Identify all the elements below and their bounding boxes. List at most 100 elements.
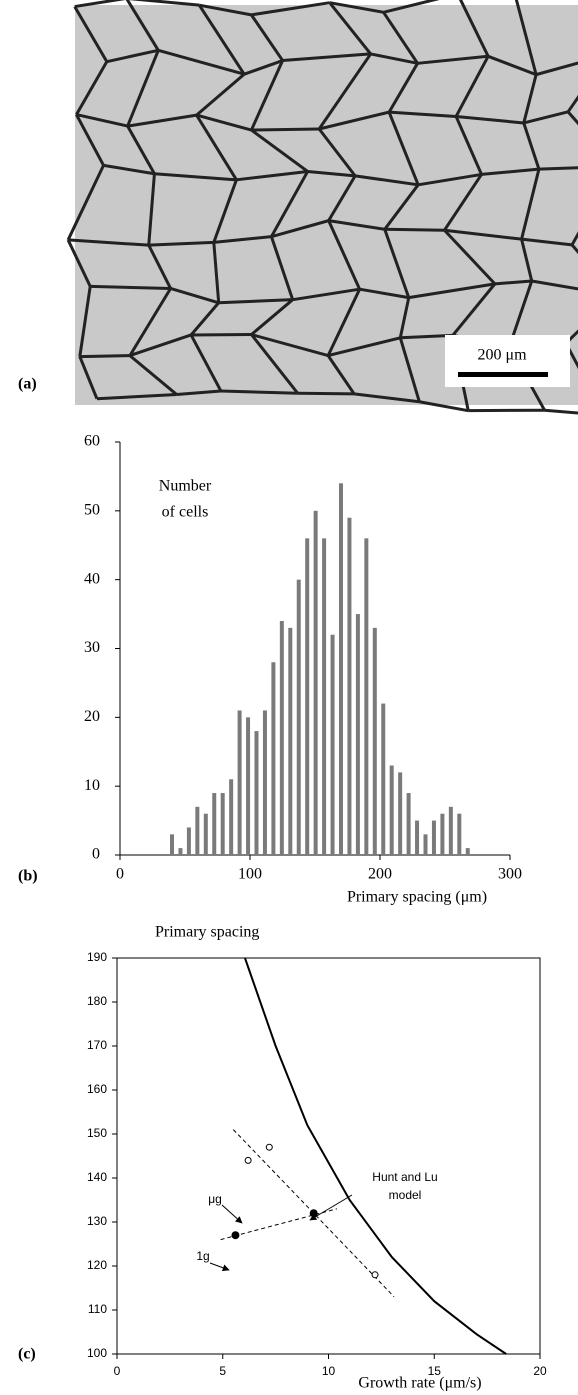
cell-boundary: [520, 168, 541, 240]
cell-boundary: [106, 48, 159, 64]
bar: [170, 834, 174, 855]
cell-boundary: [566, 110, 578, 126]
y-tick-label: 20: [84, 708, 100, 725]
cell-boundary: [270, 170, 309, 238]
x-tick-label: 5: [219, 1364, 226, 1378]
point: [371, 1271, 379, 1279]
cell-boundary: [522, 122, 541, 170]
y-tick-label: 180: [87, 994, 107, 1008]
cell-boundary: [282, 52, 371, 63]
bar: [457, 813, 462, 855]
cell-boundary: [328, 219, 385, 231]
cell-boundary: [566, 94, 578, 113]
bar: [271, 662, 276, 855]
bar: [279, 620, 284, 855]
y-tick-label: 160: [87, 1082, 107, 1096]
cell-boundary: [212, 242, 221, 303]
cell-boundary: [213, 235, 272, 244]
x-tick-label: 10: [322, 1364, 336, 1378]
cell-boundary: [195, 73, 246, 117]
cell-boundary: [417, 172, 482, 187]
cell-boundary: [74, 0, 126, 9]
cell-boundary: [250, 333, 299, 395]
bar: [448, 806, 453, 855]
cell-boundary: [297, 391, 355, 396]
cell-boundary: [544, 408, 578, 415]
cell-boundary: [148, 240, 214, 247]
bar: [347, 517, 352, 855]
bar: [389, 765, 394, 855]
cell-boundary: [126, 49, 160, 127]
cell-boundary: [189, 334, 223, 392]
bar: [254, 731, 259, 855]
bar: [406, 793, 411, 855]
cell-boundary: [535, 61, 578, 77]
point: [231, 1231, 240, 1240]
cell-boundary: [66, 164, 105, 241]
cell-boundary: [317, 128, 357, 177]
cell-boundary: [523, 110, 569, 125]
cell-boundary: [96, 393, 177, 401]
cell-boundary: [220, 389, 298, 395]
y-tick-label: 110: [88, 1302, 107, 1316]
point: [309, 1209, 318, 1218]
bar: [237, 710, 242, 855]
cell-boundary: [196, 113, 252, 132]
y-tick-label: 140: [87, 1170, 107, 1184]
cell-boundary: [522, 74, 538, 124]
annotation: of cells: [162, 504, 209, 521]
point: [244, 1156, 252, 1164]
cell-boundary: [443, 173, 483, 232]
panel-label: (b): [18, 868, 38, 885]
bar: [186, 827, 191, 855]
bar: [440, 813, 445, 855]
cell-boundary: [189, 301, 220, 336]
panel-label: (c): [18, 1346, 36, 1363]
cell-boundary: [387, 111, 420, 186]
cell-boundary: [317, 53, 372, 130]
bar: [203, 813, 208, 855]
cell-boundary: [353, 392, 420, 404]
bar: [322, 538, 327, 855]
y-tick-label: 10: [84, 777, 100, 794]
annotation: model: [389, 1188, 422, 1202]
cell-boundary: [454, 115, 483, 176]
cell-boundary: [125, 0, 160, 52]
cell-boundary: [444, 228, 522, 241]
plot-frame: [116, 957, 541, 1355]
cell-boundary: [458, 0, 490, 57]
bar: [212, 793, 217, 855]
cell-boundary: [212, 179, 238, 243]
cell-boundary: [389, 110, 457, 118]
annotation: Number: [159, 478, 212, 495]
cell-boundary: [250, 59, 284, 131]
y-tick-label: 100: [87, 1346, 107, 1360]
bar: [381, 703, 386, 855]
cell-boundary: [387, 62, 419, 113]
cell-boundary: [398, 297, 411, 339]
cell-boundary: [250, 14, 284, 62]
annotation: Hunt and Lu: [372, 1170, 437, 1184]
cell-boundary: [292, 287, 360, 302]
cell-boundary: [384, 227, 445, 232]
cell-boundary: [514, 0, 538, 76]
cell-boundary: [564, 342, 578, 370]
bar: [431, 820, 436, 855]
cell-boundary: [487, 54, 537, 77]
bar: [465, 848, 470, 855]
chart-title: Primary spacing: [155, 924, 259, 941]
cell-boundary: [382, 11, 419, 65]
cell-boundary: [383, 228, 411, 299]
cell-boundary: [195, 114, 238, 181]
x-axis-label: Primary spacing (μm): [347, 889, 487, 906]
cell-boundary: [176, 389, 222, 397]
y-tick-label: 150: [87, 1126, 107, 1140]
cell-boundary: [66, 239, 92, 287]
bar: [423, 834, 428, 855]
point: [265, 1143, 273, 1151]
cell-boundary: [326, 288, 361, 357]
bar: [313, 510, 318, 855]
micrograph: [66, 0, 578, 415]
